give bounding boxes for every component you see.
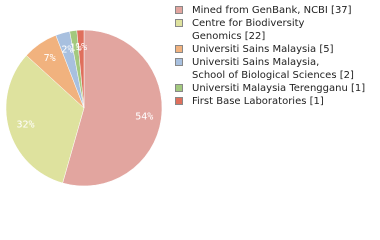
legend-label: Centre for Biodiversity Genomics [22] — [192, 18, 305, 42]
legend-swatch — [175, 19, 183, 27]
legend-swatch — [175, 58, 183, 66]
slice-label: 54% — [135, 111, 153, 122]
slice-label: 7% — [44, 53, 56, 64]
slice-label: 32% — [16, 120, 34, 131]
legend-label: Universiti Malaysia Terengganu [1] — [192, 83, 366, 94]
slice-label: 1% — [75, 42, 87, 53]
legend-swatch — [175, 45, 183, 53]
pie-slice — [76, 29, 85, 109]
legend-label: Universiti Sains Malaysia, School of Bio… — [192, 57, 354, 81]
pie-slice — [5, 55, 85, 184]
pie-slice — [62, 29, 163, 187]
legend-swatch — [175, 97, 183, 105]
slice-label: 1% — [70, 43, 82, 54]
legend-label: Mined from GenBank, NCBI [37] — [192, 5, 352, 16]
legend-swatch — [175, 6, 183, 14]
legend-swatch — [175, 84, 183, 92]
legend-label: Universiti Sains Malaysia [5] — [192, 44, 334, 55]
slice-label: 2% — [61, 44, 73, 55]
chart: 54% 32% 7% 2%1%1% — [5, 29, 163, 187]
legend-label: First Base Laboratories [1] — [192, 96, 324, 107]
